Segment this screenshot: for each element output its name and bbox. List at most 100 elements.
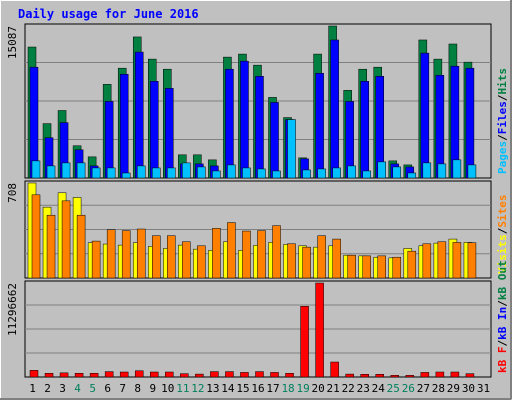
chart-title: Daily usage for June 2016 [18, 7, 199, 21]
day-label-15: 15 [236, 382, 249, 395]
bar-hits-pages-day-2 [46, 165, 56, 179]
bar-kbytes-kb-f-day-2 [44, 373, 54, 378]
legend-separator: / [496, 340, 509, 347]
bar-visits-sites-day-21 [332, 238, 341, 279]
bar-visits-sites-day-3 [61, 200, 71, 279]
bar-hits-pages-day-13 [212, 170, 221, 179]
legend-sites: Sites [496, 195, 509, 228]
day-label-29: 29 [447, 382, 460, 395]
legend-separator: / [496, 227, 509, 234]
bar-visits-sites-day-19 [302, 246, 311, 279]
panel-visits: 708 Visits/Sites [6, 180, 509, 279]
legend-kb-f: kB F [496, 347, 509, 374]
bar-kbytes-kb-f-day-4 [74, 373, 84, 378]
bar-hits-files-day-7 [119, 73, 129, 179]
series-pages [31, 119, 477, 179]
bar-hits-pages-day-17 [272, 170, 281, 179]
panel-kbytes-ymax-label: 11296662 [6, 283, 19, 336]
bar-visits-sites-day-4 [76, 214, 86, 279]
day-label-2: 2 [44, 382, 51, 395]
bar-kbytes-kb-f-day-25 [390, 375, 400, 378]
day-label-18: 18 [281, 382, 294, 395]
bar-hits-pages-day-26 [407, 172, 417, 179]
bar-hits-pages-day-25 [392, 166, 402, 179]
series-sites [31, 194, 477, 279]
bar-kbytes-kb-f-day-30 [465, 373, 475, 378]
bar-hits-files-day-10 [165, 88, 174, 179]
bar-kbytes-kb-f-day-27 [420, 372, 430, 378]
bar-kbytes-kb-f-day-6 [104, 371, 114, 378]
bar-kbytes-kb-f-day-24 [375, 374, 384, 378]
bar-visits-sites-day-12 [197, 245, 206, 279]
day-label-21: 21 [327, 382, 340, 395]
bar-hits-pages-day-10 [167, 167, 176, 179]
bar-kbytes-kb-f-day-3 [59, 372, 69, 378]
bar-visits-sites-day-14 [227, 222, 236, 279]
bar-hits-files-day-23 [360, 81, 369, 179]
bar-visits-sites-day-18 [287, 243, 296, 279]
bar-hits-pages-day-28 [437, 163, 447, 179]
legend-visits: Visits [496, 234, 509, 274]
day-label-8: 8 [134, 382, 141, 395]
bar-hits-files-day-6 [104, 101, 114, 179]
bar-visits-sites-day-23 [362, 255, 371, 279]
bar-hits-pages-day-30 [467, 164, 477, 179]
bar-hits-pages-day-11 [182, 162, 191, 179]
bar-visits-sites-day-20 [317, 235, 326, 279]
bar-hits-files-day-20 [315, 72, 324, 179]
day-label-17: 17 [266, 382, 279, 395]
day-label-27: 27 [417, 382, 430, 395]
day-label-19: 19 [296, 382, 309, 395]
bar-kbytes-kb-f-day-15 [240, 372, 249, 378]
day-label-14: 14 [221, 382, 235, 395]
bar-hits-pages-day-8 [136, 165, 146, 179]
bar-hits-pages-day-5 [91, 167, 101, 179]
bar-hits-files-day-8 [134, 51, 144, 179]
bar-hits-pages-day-20 [317, 168, 326, 179]
bar-hits-pages-day-3 [61, 162, 71, 179]
legend-separator: / [496, 300, 509, 307]
bar-kbytes-kb-f-day-28 [435, 371, 445, 378]
day-label-11: 11 [176, 382, 189, 395]
day-label-1: 1 [29, 382, 36, 395]
bar-visits-sites-day-24 [377, 255, 386, 279]
bar-visits-sites-day-1 [31, 194, 41, 279]
bar-kbytes-kb-f-day-26 [405, 375, 415, 378]
day-label-16: 16 [251, 382, 264, 395]
panel-hits: 15087 Pages/Files/Hits [6, 23, 509, 179]
bar-hits-pages-day-16 [257, 168, 266, 179]
legend-kb-out: kB Out [496, 260, 509, 300]
legend-files: Files [496, 101, 509, 134]
day-label-30: 30 [462, 382, 475, 395]
bar-hits-files-day-16 [255, 75, 264, 179]
bar-hits-pages-day-18 [287, 119, 296, 179]
legend-separator: / [496, 134, 509, 141]
bar-visits-sites-day-2 [46, 214, 56, 279]
day-label-10: 10 [161, 382, 174, 395]
bar-kbytes-kb-f-day-12 [195, 373, 204, 378]
bar-hits-pages-day-23 [362, 170, 371, 179]
legend-pages: Pages [496, 141, 509, 174]
day-label-13: 13 [206, 382, 219, 395]
bar-visits-sites-day-17 [272, 225, 281, 279]
bar-visits-sites-day-16 [257, 230, 266, 279]
bar-visits-sites-day-26 [407, 250, 417, 279]
bar-kbytes-kb-f-day-8 [134, 370, 144, 378]
day-label-26: 26 [402, 382, 415, 395]
legend-kb-in: kB In [496, 307, 509, 340]
bar-visits-sites-day-5 [91, 240, 101, 279]
bar-kbytes-kb-f-day-16 [255, 371, 264, 378]
bar-visits-sites-day-9 [152, 235, 161, 279]
bar-visits-sites-day-25 [392, 256, 402, 279]
panel-hits-ymax-label: 15087 [6, 26, 19, 59]
panel-visits-ymax-label: 708 [6, 183, 19, 203]
day-label-9: 9 [149, 382, 156, 395]
day-label-31: 31 [477, 382, 490, 395]
bar-visits-sites-day-30 [467, 242, 477, 279]
bar-hits-files-day-21 [330, 39, 339, 179]
bar-visits-sites-day-27 [422, 243, 432, 279]
bar-visits-sites-day-29 [452, 242, 462, 279]
bar-hits-pages-day-21 [332, 167, 341, 179]
bar-hits-files-day-15 [240, 60, 249, 179]
panel-hits-legend: Pages/Files/Hits [496, 68, 509, 174]
